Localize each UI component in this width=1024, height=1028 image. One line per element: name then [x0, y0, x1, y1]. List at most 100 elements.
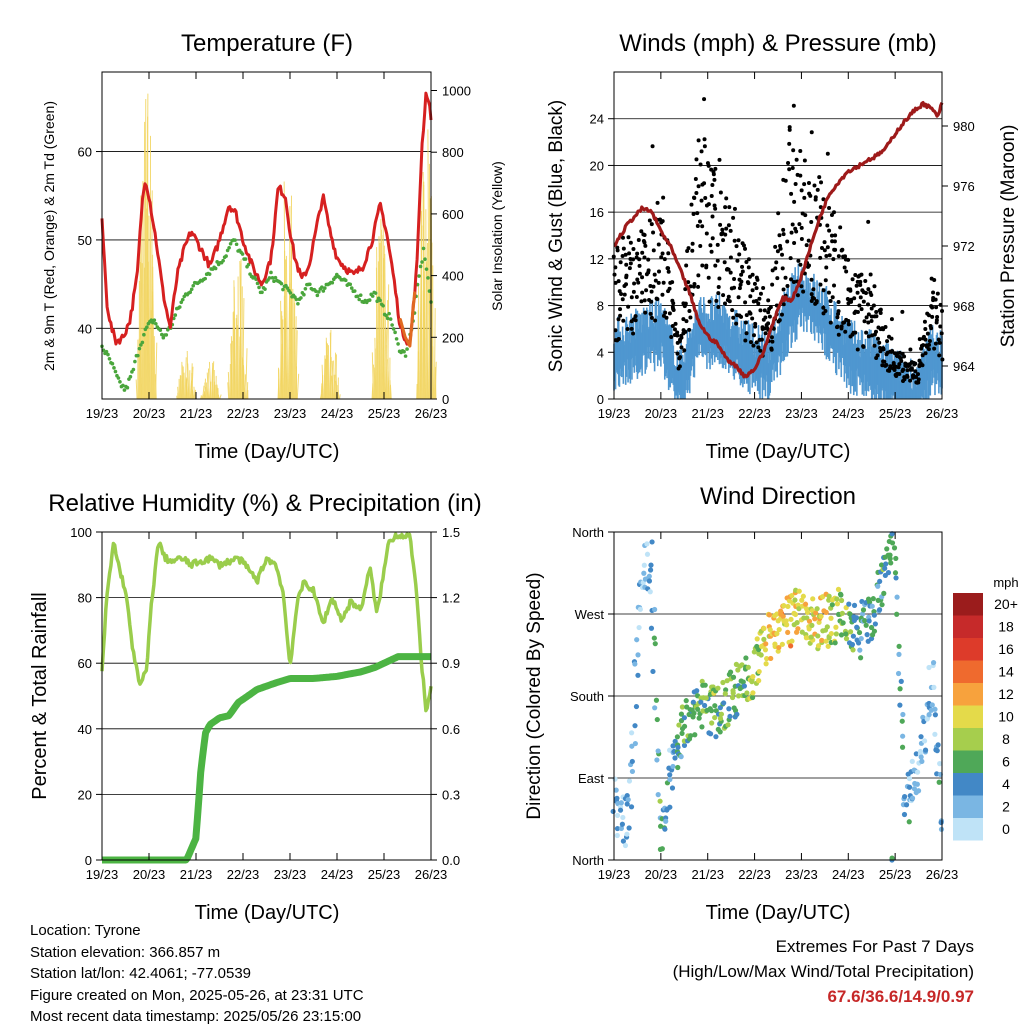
wind-gust-point [621, 319, 625, 323]
wind-gust-point [897, 365, 901, 369]
dewpoint-point [260, 290, 264, 294]
wind-gust-point [756, 301, 760, 305]
wind-gust-point [743, 300, 747, 304]
wind-gust-point [617, 337, 621, 341]
colorbar-swatch [953, 706, 983, 729]
wind-gust-point [785, 239, 789, 243]
wind-gust-point [700, 149, 704, 153]
wind-gust-point [697, 138, 701, 142]
wind-gust-point [856, 348, 860, 352]
direction-point [712, 703, 717, 708]
wind-gust-point [819, 180, 823, 184]
wind-gust-point [723, 205, 727, 209]
wind-gust-point [730, 308, 734, 312]
insolation-mark [385, 254, 386, 399]
wind-gust-point [649, 312, 653, 316]
wind-gust-point [920, 363, 924, 367]
wind-gust-point [671, 301, 675, 305]
dewpoint-point [353, 289, 357, 293]
dewpoint-point [106, 353, 110, 357]
direction-point [910, 796, 915, 801]
wind-gust-point [634, 314, 638, 318]
dewpoint-point [371, 294, 375, 298]
direction-point [887, 552, 892, 557]
dewpoint-point [126, 386, 130, 390]
direction-point [907, 819, 912, 824]
dewpoint-point [359, 293, 363, 297]
wind-gust-point [723, 233, 727, 237]
direction-point [833, 625, 838, 630]
wind-gust-point [724, 227, 728, 231]
wind-gust-point [653, 319, 657, 323]
wind-gust-point [766, 298, 770, 302]
x-tick-label: 22/23 [227, 867, 260, 882]
wind-gust-point [847, 322, 851, 326]
direction-point [692, 732, 697, 737]
y-tick-label: 4 [597, 345, 604, 360]
x-tick-label: 21/23 [691, 867, 724, 882]
wind-gust-point [877, 341, 881, 345]
wind-gust-point [689, 203, 693, 207]
wind-gust-point [613, 273, 617, 277]
direction-point [893, 570, 898, 575]
wind-gust-point [732, 277, 736, 281]
wind-gust-point [824, 278, 828, 282]
direction-point [618, 808, 623, 813]
wind-gust-point [692, 212, 696, 216]
x-tick-label: 24/23 [321, 867, 354, 882]
wind-gust-point [778, 244, 782, 248]
wind-gust-point [859, 273, 863, 277]
wind-gust-point [776, 211, 780, 215]
direction-point [819, 638, 824, 643]
wind-gust-point [748, 312, 752, 316]
wind-gust-point [745, 313, 749, 317]
wind-gust-point [751, 288, 755, 292]
insolation-mark [297, 374, 298, 399]
y-tick-label: 50 [78, 233, 92, 248]
wind-gust-point [840, 248, 844, 252]
wind-gust-point [716, 259, 720, 263]
colorbar-label: 12 [998, 686, 1014, 702]
wind-gust-point [882, 347, 886, 351]
direction-point [626, 797, 631, 802]
wind-gust-point [884, 325, 888, 329]
wind-gust-point [640, 251, 644, 255]
station-info: Location: Tyrone Station elevation: 366.… [30, 920, 364, 1028]
wind-gust-point [872, 284, 876, 288]
direction-point [615, 833, 620, 838]
direction-point [763, 647, 768, 652]
dewpoint-point [136, 354, 140, 358]
wind-gust-point [651, 231, 655, 235]
direction-point [662, 827, 667, 832]
direction-point [872, 629, 877, 634]
wind-gust-point [916, 372, 920, 376]
direction-point [670, 785, 675, 790]
x-tick-label: 19/23 [598, 867, 631, 882]
wind-gust-point [642, 239, 646, 243]
direction-point [657, 799, 662, 804]
dewpoint-point [381, 304, 385, 308]
direction-point [915, 782, 920, 787]
direction-point [772, 642, 777, 647]
wind-gust-point [906, 375, 910, 379]
direction-point [919, 754, 924, 759]
dewpoint-point [316, 294, 320, 298]
wind-gust-point [626, 327, 630, 331]
direction-point [684, 698, 689, 703]
wind-gust-point [710, 194, 714, 198]
wind-gust-point [760, 338, 764, 342]
direction-point [750, 674, 755, 679]
wind-gust-point [676, 352, 680, 356]
wind-gust-point [724, 196, 728, 200]
wind-gust-point [827, 291, 831, 295]
wind-gust-point [936, 292, 940, 296]
direction-point [768, 656, 773, 661]
direction-point [864, 623, 869, 628]
wind-gust-point [743, 247, 747, 251]
colorbar-label: 0 [1002, 821, 1010, 837]
wind-gust-point [798, 263, 802, 267]
wind-gust-point [908, 347, 912, 351]
wind-gust-point [668, 311, 672, 315]
wind-gust-point [832, 210, 836, 214]
wind-gust-point [817, 175, 821, 179]
